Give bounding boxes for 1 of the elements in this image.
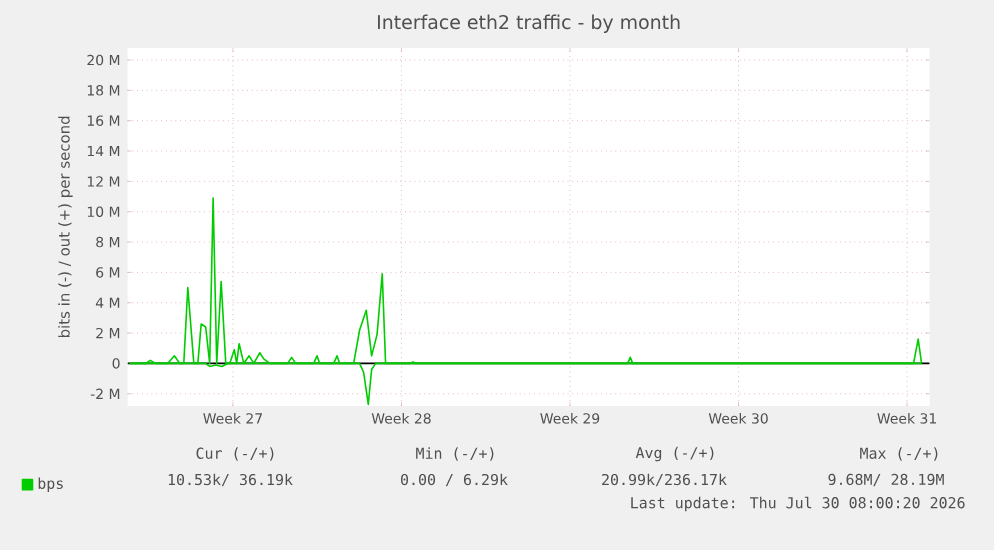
chart-title: Interface eth2 traffic - by month xyxy=(377,14,680,33)
